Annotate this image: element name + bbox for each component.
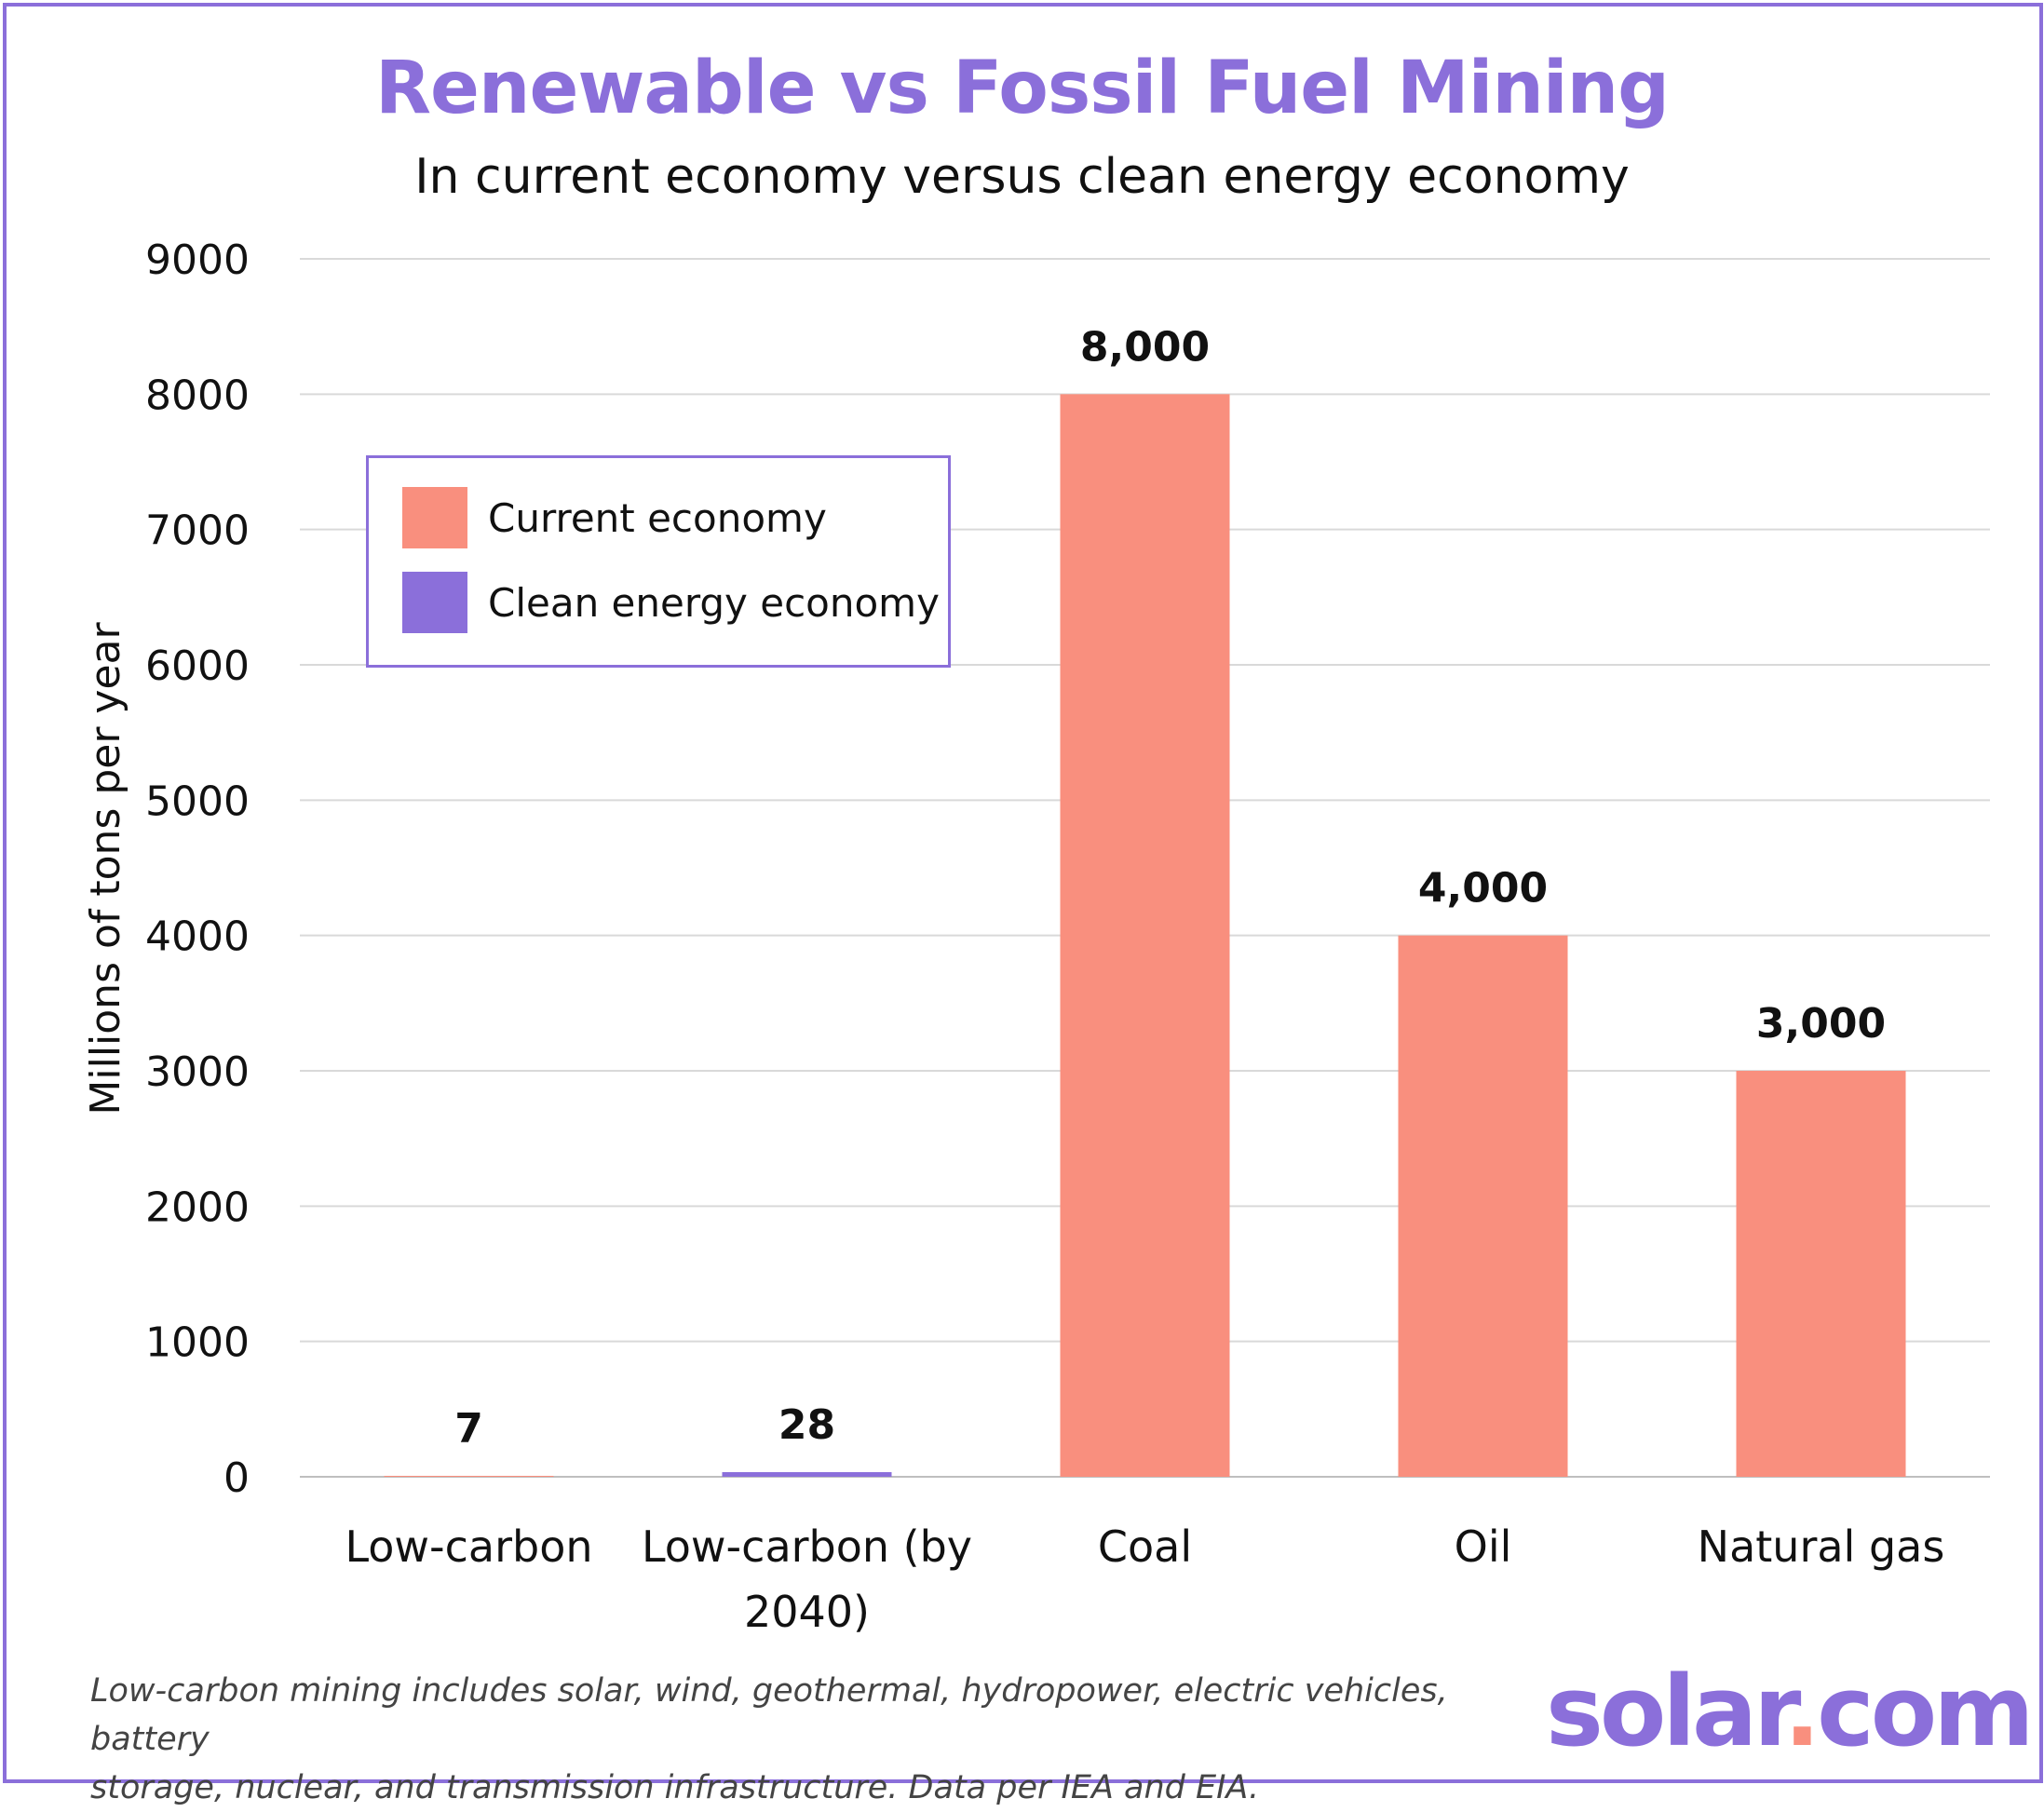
y-axis-ticks: 0 1000 2000 3000 4000 5000 6000 7000 8000 9000 bbox=[145, 237, 250, 1502]
y-tick-label: 9000 bbox=[145, 237, 250, 284]
bar bbox=[1060, 394, 1230, 1477]
bar bbox=[384, 1475, 554, 1477]
footnote: Low-carbon mining includes solar, wind, … bbox=[90, 1667, 1543, 1812]
legend: Current economy Clean energy economy bbox=[366, 455, 951, 668]
legend-swatch-clean bbox=[402, 572, 467, 633]
solar-com-logo: solar.com bbox=[1546, 1663, 2035, 1760]
logo-text-com: com bbox=[1817, 1655, 2034, 1768]
x-category-label: Natural gas bbox=[1698, 1521, 1945, 1572]
y-tick-label: 5000 bbox=[145, 778, 250, 825]
chart-subtitle: In current economy versus clean energy e… bbox=[414, 149, 1630, 205]
data-label: 7 bbox=[454, 1405, 483, 1453]
legend-label-clean: Clean energy economy bbox=[488, 579, 940, 626]
logo-dot: . bbox=[1783, 1655, 1821, 1768]
x-category-label: 2040) bbox=[744, 1587, 870, 1637]
y-tick-label: 1000 bbox=[145, 1319, 250, 1367]
footnote-line-1: Low-carbon mining includes solar, wind, … bbox=[90, 1672, 1448, 1758]
bars bbox=[384, 394, 1906, 1477]
x-category-label: Low-carbon bbox=[345, 1521, 592, 1572]
y-tick-label: 0 bbox=[223, 1454, 250, 1502]
chart-title: Renewable vs Fossil Fuel Mining bbox=[374, 47, 1670, 130]
bar bbox=[722, 1472, 892, 1477]
y-tick-label: 4000 bbox=[145, 913, 250, 961]
x-category-label: Low-carbon (by bbox=[642, 1521, 972, 1572]
data-label: 4,000 bbox=[1418, 865, 1548, 913]
y-tick-label: 8000 bbox=[145, 372, 250, 419]
legend-label-current: Current economy bbox=[488, 494, 827, 541]
data-labels: 7 28 8,000 4,000 3,000 bbox=[454, 323, 1886, 1453]
y-tick-label: 3000 bbox=[145, 1048, 250, 1096]
y-tick-label: 7000 bbox=[145, 507, 250, 555]
logo-text-solar: solar bbox=[1546, 1655, 1788, 1768]
x-axis-categories: Low-carbon Low-carbon (by 2040) Coal Oil Natu… bbox=[345, 1521, 1944, 1637]
legend-item-current: Current economy bbox=[402, 487, 827, 548]
bar bbox=[1736, 1071, 1906, 1477]
bar bbox=[1398, 935, 1568, 1477]
x-category-label: Coal bbox=[1098, 1521, 1192, 1572]
y-axis-label: Millions of tons per year bbox=[82, 622, 129, 1116]
data-label: 28 bbox=[778, 1401, 835, 1449]
y-tick-label: 2000 bbox=[145, 1183, 250, 1231]
data-label: 8,000 bbox=[1080, 323, 1210, 371]
legend-swatch-current bbox=[402, 487, 467, 548]
x-category-label: Oil bbox=[1455, 1521, 1512, 1572]
chart-frame bbox=[3, 3, 2043, 1783]
y-tick-label: 6000 bbox=[145, 642, 250, 690]
footnote-line-2: storage, nuclear, and transmission infra… bbox=[90, 1769, 1260, 1806]
data-label: 3,000 bbox=[1756, 1000, 1886, 1048]
legend-item-clean: Clean energy economy bbox=[402, 572, 940, 633]
